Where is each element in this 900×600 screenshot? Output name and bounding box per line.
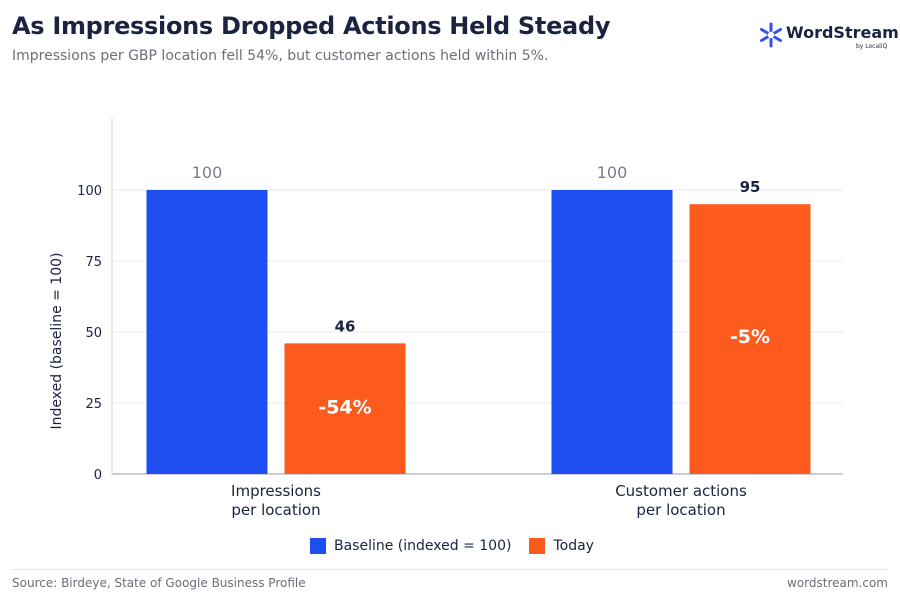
bar-today-0 — [284, 343, 406, 474]
legend-item-baseline: Baseline (indexed = 100) — [310, 538, 511, 554]
site-link[interactable]: wordstream.com — [787, 576, 888, 590]
bar-baseline-0 — [146, 190, 268, 474]
brand-name: WordStream — [786, 23, 899, 42]
legend-label-baseline: Baseline (indexed = 100) — [334, 538, 512, 554]
snowflake-icon — [760, 22, 782, 48]
y-tick-label-25: 25 — [85, 397, 102, 412]
x-tick-label-1-1: per location — [636, 501, 725, 519]
data-label-baseline-0: 100 — [192, 163, 223, 182]
wordstream-logo: WordStream by LocaliQ — [758, 22, 899, 52]
y-tick-label-50: 50 — [85, 326, 102, 341]
x-tick-label-1-0: Customer actions — [615, 482, 747, 500]
x-tick-label-0-0: Impressions — [231, 482, 321, 500]
footer-divider — [12, 569, 888, 570]
data-label-baseline-1: 100 — [597, 163, 628, 182]
y-tick-label-0: 0 — [94, 468, 102, 483]
legend: Baseline (indexed = 100) Today — [310, 538, 594, 554]
legend-item-today: Today — [529, 538, 594, 554]
chart-title: As Impressions Dropped Actions Held Stea… — [12, 12, 611, 40]
y-tick-label-75: 75 — [85, 255, 102, 270]
chart-subtitle: Impressions per GBP location fell 54%, b… — [12, 48, 549, 64]
change-label-0: -54% — [318, 396, 371, 418]
legend-label-today: Today — [553, 538, 594, 554]
change-label-1: -5% — [730, 326, 770, 348]
y-axis-label: Indexed (baseline = 100) — [49, 253, 65, 430]
bar-baseline-1 — [551, 190, 673, 474]
data-label-today-1: 95 — [740, 178, 761, 196]
legend-swatch-baseline — [310, 538, 326, 554]
x-tick-label-0-1: per location — [231, 501, 320, 519]
data-label-today-0: 46 — [335, 317, 356, 335]
y-tick-label-100: 100 — [77, 184, 102, 199]
bar-today-1 — [689, 204, 811, 474]
legend-swatch-today — [529, 538, 546, 554]
brand-tagline: by LocaliQ — [856, 43, 888, 50]
source-note: Source: Birdeye, State of Google Busines… — [12, 576, 306, 590]
